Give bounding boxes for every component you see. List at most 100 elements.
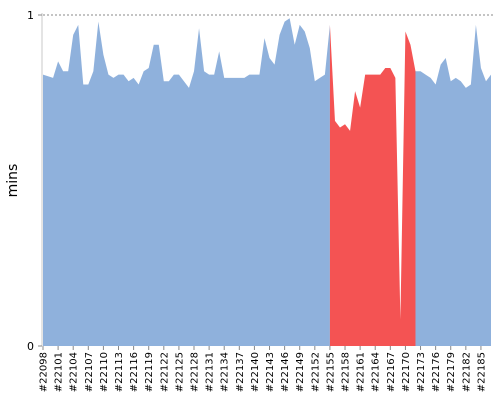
data-point [480,67,482,69]
data-point [374,73,376,75]
data-point [329,24,331,26]
x-tick-label: #22143 [265,352,276,392]
data-point [153,44,155,46]
data-point [359,106,361,108]
data-point [107,73,109,75]
data-point [233,77,235,79]
data-point [334,120,336,122]
data-point [173,73,175,75]
data-point [439,63,441,65]
x-tick-label: #22182 [461,352,472,392]
y-axis-title: mins [5,164,21,198]
x-tick-label: #22122 [159,352,170,392]
x-tick-label: #22104 [69,352,80,392]
x-tick-label: #22134 [220,352,231,392]
x-tick-label: #22131 [205,352,216,392]
data-point [87,83,89,85]
data-point [283,20,285,22]
data-point [465,87,467,89]
data-point [304,30,306,32]
data-point [263,37,265,39]
data-point [127,80,129,82]
data-point [445,57,447,59]
x-tick-label: #22176 [431,352,442,392]
data-point [132,77,134,79]
data-point [67,70,69,72]
data-point [102,54,104,56]
data-point [399,318,401,320]
area-segment-normal-after [415,24,491,347]
data-point [82,83,84,85]
data-point [394,77,396,79]
data-point [429,77,431,79]
x-tick-label: #22119 [144,352,155,392]
data-point [122,73,124,75]
data-point [339,126,341,128]
data-point [309,47,311,49]
data-point [203,70,205,72]
data-point [455,77,457,79]
data-point [273,63,275,65]
data-point [188,87,190,89]
data-point [384,67,386,69]
data-point [142,70,144,72]
data-point [369,73,371,75]
data-point [324,73,326,75]
x-tick-label: #22128 [190,352,201,392]
x-tick-label: #22149 [295,352,306,392]
data-point [424,73,426,75]
x-tick-label: #22170 [401,352,412,392]
data-point [258,73,260,75]
x-tick-label: #22137 [235,352,246,392]
data-point [248,73,250,75]
data-point [137,83,139,85]
x-tick-label: #22167 [386,352,397,392]
data-point [183,80,185,82]
data-point [92,70,94,72]
data-point [52,77,54,79]
data-point [485,80,487,82]
data-point [158,44,160,46]
data-point [314,80,316,82]
data-point [238,77,240,79]
data-point [278,34,280,36]
x-tick-label: #22146 [280,352,291,392]
data-point [47,75,49,77]
data-point [364,73,366,75]
data-point [299,24,301,26]
data-point [112,77,114,79]
x-tick-label: #22107 [84,352,95,392]
data-point [117,73,119,75]
data-point [490,73,492,75]
data-point [178,73,180,75]
x-tick-label: #22125 [174,352,185,392]
data-point [389,67,391,69]
data-point [218,50,220,52]
data-point [349,130,351,132]
x-tick-label: #22098 [39,352,50,392]
data-point [319,77,321,79]
x-tick-label: #22152 [310,352,321,392]
area-segment-highlight [329,24,416,347]
x-axis-ticks: #22098 #22101 #22104 #22107 #22110 #22113 #221… [39,346,487,392]
data-point [77,24,79,26]
data-point [434,83,436,85]
y-axis-ticks: 10 [27,9,42,353]
x-tick-label: #22116 [129,352,140,392]
data-point [168,80,170,82]
data-point [404,30,406,32]
data-point [148,67,150,69]
data-point [354,90,356,92]
x-tick-label: #22101 [54,352,65,392]
data-point [268,57,270,59]
data-point [62,70,64,72]
data-point [344,123,346,125]
data-point [470,83,472,85]
data-point [57,60,59,62]
data-point [419,70,421,72]
x-tick-label: #22161 [356,352,367,392]
data-point [213,73,215,75]
data-point [72,34,74,36]
x-tick-label: #22110 [99,352,110,392]
